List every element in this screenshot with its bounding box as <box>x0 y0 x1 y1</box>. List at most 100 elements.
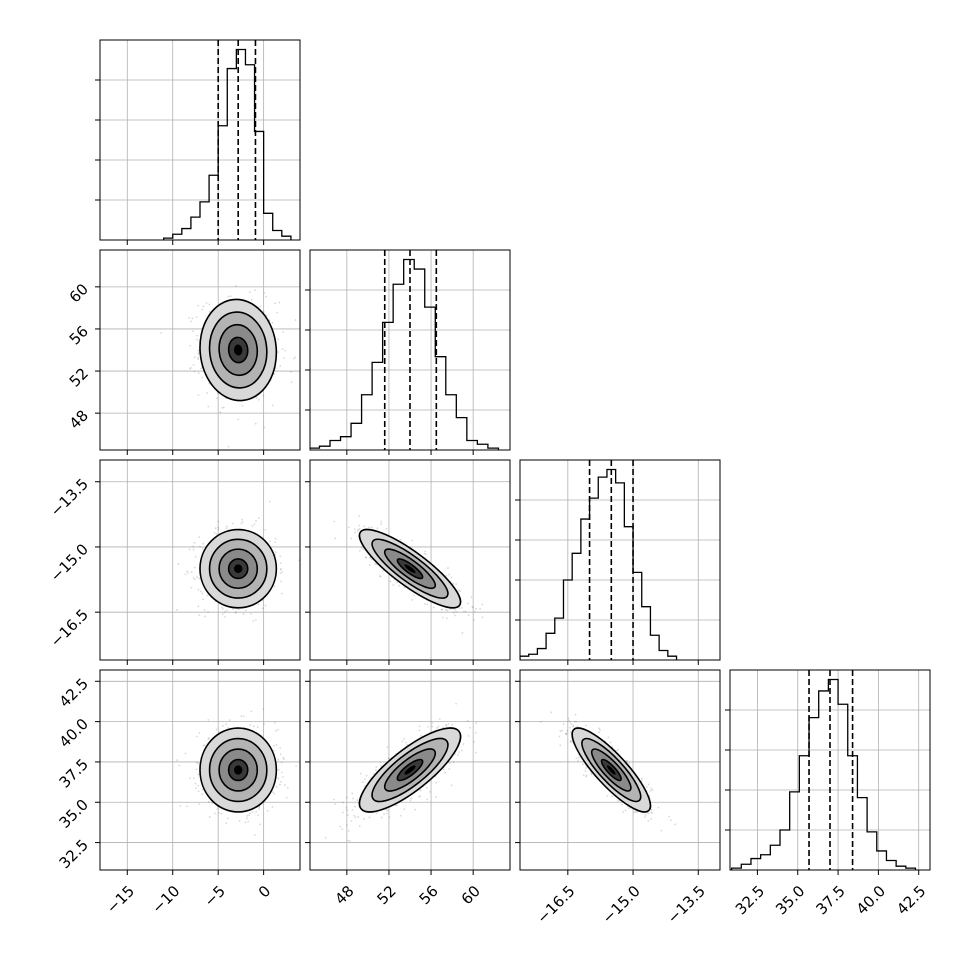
scatter-point <box>474 732 477 734</box>
scatter-point <box>598 727 600 730</box>
x-tick-label: 52 <box>373 882 399 908</box>
scatter-point <box>473 610 476 613</box>
y-tick-label: 60 <box>66 280 92 306</box>
panel-frame <box>309 669 511 871</box>
scatter-point <box>469 726 471 729</box>
scatter-point <box>274 541 277 544</box>
scatter-point <box>633 811 636 814</box>
scatter-point <box>385 812 388 815</box>
scatter-point <box>221 613 224 616</box>
scatter-point <box>203 609 206 611</box>
scatter-point <box>240 518 243 521</box>
scatter-point <box>455 583 458 586</box>
scatter-point <box>565 733 568 736</box>
scatter-point <box>197 784 199 787</box>
panel-3-2: −16.5 −15.0 −13.5 <box>515 669 721 927</box>
scatter-point <box>436 726 438 729</box>
panel-1-1 <box>305 249 511 455</box>
scatter-point <box>274 302 277 305</box>
scatter-point <box>198 732 201 734</box>
scatter-point <box>215 533 218 535</box>
scatter-point <box>334 537 337 540</box>
scatter-point <box>452 761 455 764</box>
scatter-point <box>379 761 382 764</box>
scatter-point <box>636 811 638 814</box>
scatter-point <box>249 613 252 615</box>
scatter-point <box>454 608 456 611</box>
y-tick-label: 40.0 <box>56 715 92 751</box>
scatter-point <box>228 719 231 722</box>
scatter-point <box>188 317 190 319</box>
scatter-point <box>350 820 353 823</box>
scatter-point <box>255 519 257 522</box>
scatter-point <box>275 729 277 732</box>
scatter-point <box>444 723 447 726</box>
scatter-point <box>358 825 361 828</box>
contour-0 <box>227 336 249 364</box>
scatter-point <box>284 349 286 352</box>
scatter-point <box>220 812 223 815</box>
scatter-point <box>189 344 192 347</box>
scatter-point <box>195 761 198 764</box>
scatter-point <box>227 445 230 448</box>
scatter-point <box>248 814 251 817</box>
scatter-point <box>651 789 654 791</box>
scatter-point <box>195 316 198 319</box>
scatter-point <box>467 734 470 737</box>
scatter-point <box>569 739 572 742</box>
scatter-point <box>585 775 588 778</box>
contour-3 <box>199 298 278 402</box>
scatter-point <box>650 811 653 814</box>
scatter-point <box>577 756 580 759</box>
scatter-point <box>189 366 192 369</box>
scatter-point <box>668 815 670 818</box>
scatter-point <box>380 816 383 819</box>
scatter-point <box>368 526 370 529</box>
contour-1 <box>218 548 259 590</box>
scatter-point <box>262 708 265 710</box>
scatter-point <box>450 784 453 787</box>
x-tick-label: 56 <box>416 882 442 908</box>
scatter-point <box>569 726 571 729</box>
scatter-point <box>333 798 335 801</box>
scatter-point <box>208 737 210 740</box>
contour-3 <box>199 727 278 813</box>
panel-0-0 <box>95 39 301 245</box>
scatter-point <box>206 392 209 394</box>
scatter-point <box>572 725 574 728</box>
scatter-point <box>418 729 421 732</box>
scatter-point <box>227 726 230 729</box>
scatter-point <box>353 814 355 817</box>
scatter-point <box>225 822 228 825</box>
scatter-point <box>617 800 619 802</box>
scatter-point <box>281 571 283 573</box>
scatter-point <box>462 743 465 745</box>
y-tick-label: 37.5 <box>56 755 92 791</box>
scatter-point <box>295 765 297 768</box>
scatter-point <box>263 291 266 294</box>
scatter-point <box>431 725 434 728</box>
scatter-point <box>599 728 601 731</box>
scatter-point <box>575 757 578 760</box>
x-tick-label: 60 <box>458 882 484 908</box>
scatter-point <box>277 338 280 341</box>
scatter-point <box>411 539 414 542</box>
scatter-point <box>427 725 429 728</box>
scatter-point <box>359 772 362 775</box>
scatter-point <box>356 530 359 532</box>
scatter-point <box>201 308 204 311</box>
scatter-point <box>452 611 455 614</box>
scatter-point <box>273 585 276 588</box>
contour-1 <box>383 748 437 792</box>
scatter-point <box>584 767 587 770</box>
scatter-point <box>273 721 276 724</box>
scatter-point <box>197 773 200 776</box>
scatter-point <box>282 756 285 759</box>
scatter-point <box>387 757 390 760</box>
scatter-point <box>573 720 576 723</box>
scatter-point <box>194 566 196 569</box>
panel-frame <box>99 459 301 661</box>
scatter-point <box>399 538 402 541</box>
scatter-point <box>256 726 259 729</box>
scatter-point <box>280 580 283 583</box>
